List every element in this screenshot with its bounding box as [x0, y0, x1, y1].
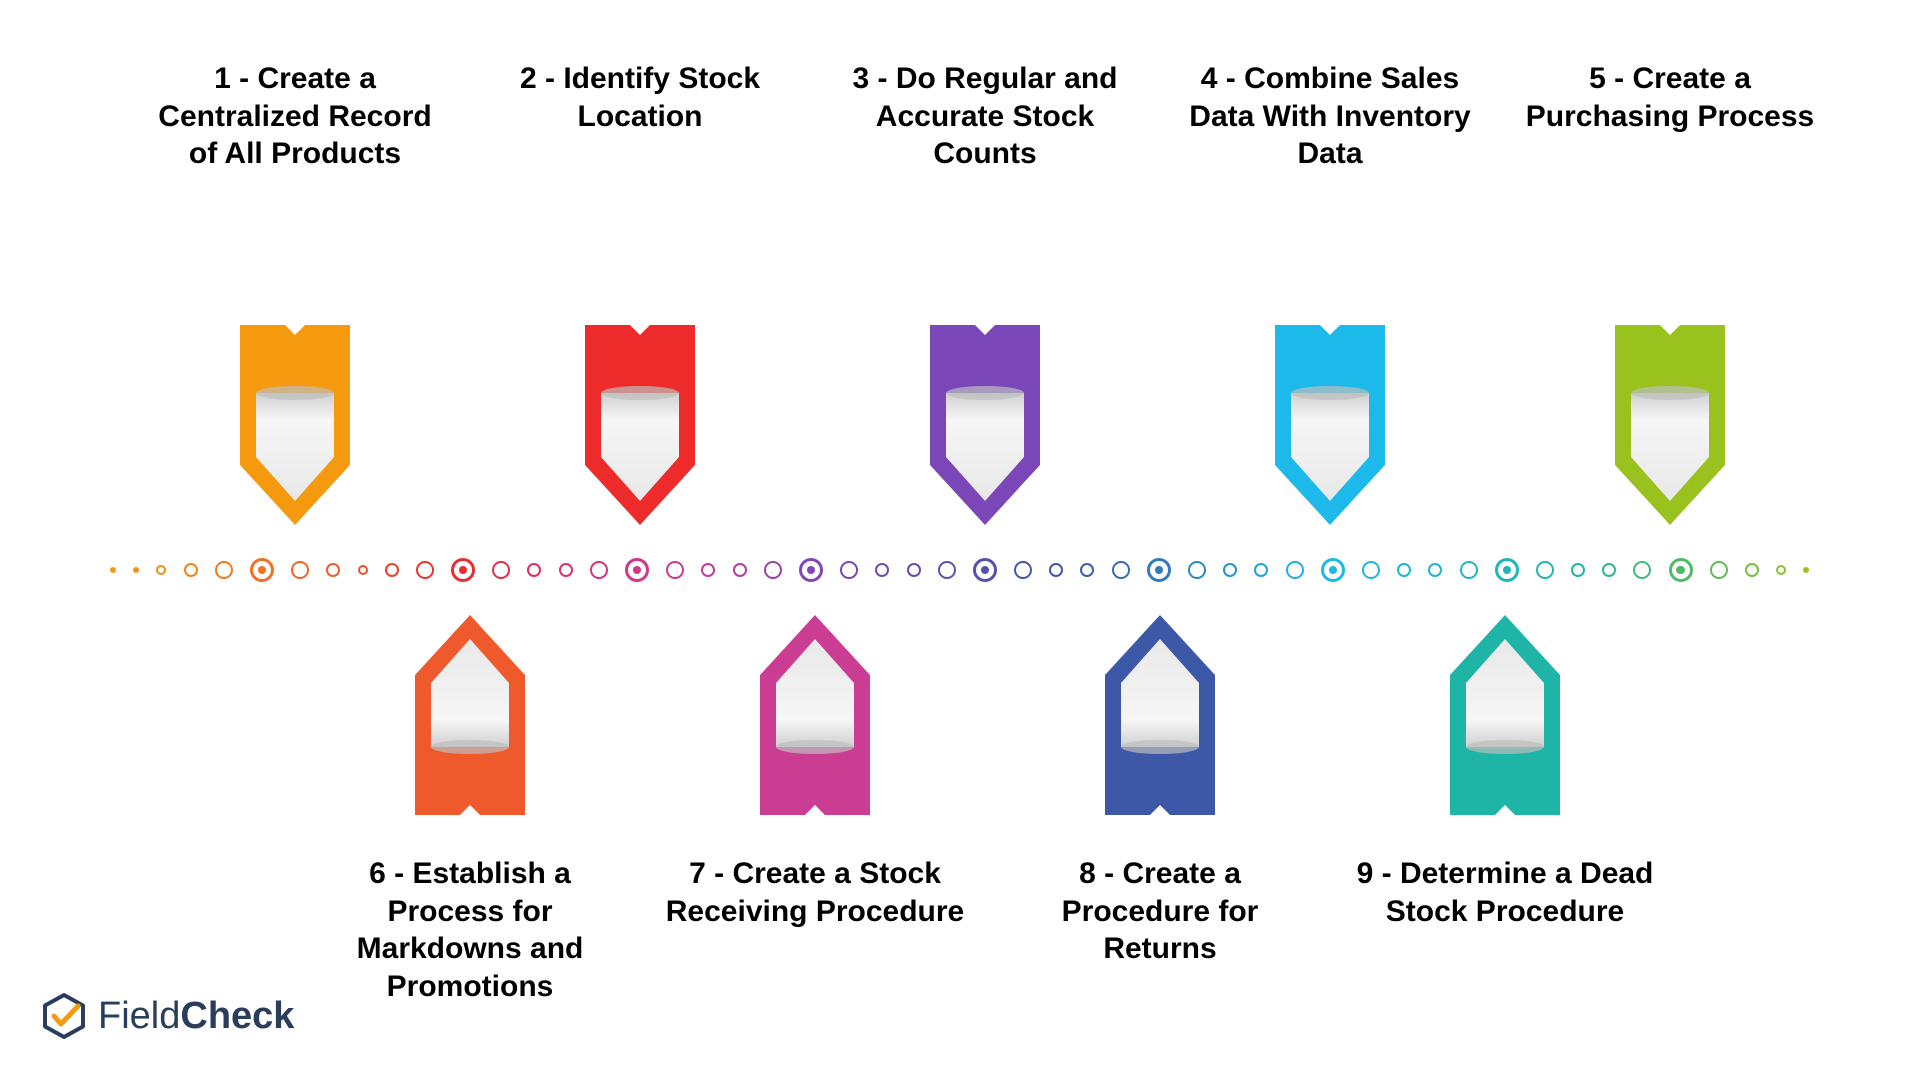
step-4-label: 4 - Combine Sales Data With Inventory Da…: [1180, 60, 1480, 173]
timeline-dot: [875, 563, 889, 577]
logo-text: FieldCheck: [98, 995, 294, 1038]
step-1-arrow-down-icon: [240, 325, 350, 525]
timeline-dot: [1223, 563, 1237, 577]
step-1-label: 1 - Create a Centralized Record of All P…: [145, 60, 445, 173]
timeline-dot: [326, 563, 340, 577]
timeline-dot: [1080, 563, 1094, 577]
step-3-label: 3 - Do Regular and Accurate Stock Counts: [835, 60, 1135, 173]
infographic-container: 1 - Create a Centralized Record of All P…: [0, 0, 1920, 1080]
step-2-arrow-down-icon: [585, 325, 695, 525]
timeline-dot: [1321, 558, 1345, 582]
timeline-dot: [1602, 563, 1616, 577]
timeline-dot: [250, 558, 274, 582]
timeline-dots: [0, 555, 1920, 585]
step-2-label: 2 - Identify Stock Location: [490, 60, 790, 135]
timeline-dot: [416, 561, 434, 579]
timeline-dot: [358, 565, 368, 575]
timeline-dot: [590, 561, 608, 579]
timeline-dot: [1112, 561, 1130, 579]
timeline-dot: [625, 558, 649, 582]
timeline-dot: [1188, 561, 1206, 579]
timeline-dot: [1571, 563, 1585, 577]
timeline-dot: [1776, 565, 1786, 575]
timeline-dot: [973, 558, 997, 582]
timeline-dot: [1495, 558, 1519, 582]
logo-hexagon-check-icon: [40, 992, 88, 1040]
timeline-dot: [1147, 558, 1171, 582]
step-6-label: 6 - Establish a Process for Markdowns an…: [320, 855, 620, 1005]
step-9-arrow-up-icon: [1450, 615, 1560, 815]
timeline-dot: [1803, 567, 1809, 573]
step-7-arrow-up-icon: [760, 615, 870, 815]
step-7-label: 7 - Create a Stock Receiving Procedure: [665, 855, 965, 930]
step-6-arrow-up-icon: [415, 615, 525, 815]
timeline-dot: [527, 563, 541, 577]
timeline-dot: [1397, 563, 1411, 577]
timeline-dot: [492, 561, 510, 579]
step-5-arrow-down-icon: [1615, 325, 1725, 525]
timeline-dot: [701, 563, 715, 577]
timeline-dot: [291, 561, 309, 579]
timeline-dot: [840, 561, 858, 579]
logo: FieldCheck: [40, 992, 294, 1040]
step-8-label: 8 - Create a Procedure for Returns: [1010, 855, 1310, 968]
timeline-dot: [1014, 561, 1032, 579]
logo-text-field: Field: [98, 995, 180, 1037]
step-5-label: 5 - Create a Purchasing Process: [1520, 60, 1820, 135]
step-8-arrow-up-icon: [1105, 615, 1215, 815]
timeline-dot: [1286, 561, 1304, 579]
timeline-dot: [799, 558, 823, 582]
timeline-dot: [1362, 561, 1380, 579]
timeline-dot: [733, 563, 747, 577]
step-3-arrow-down-icon: [930, 325, 1040, 525]
timeline-dot: [1745, 563, 1759, 577]
timeline-dot: [666, 561, 684, 579]
timeline-dot: [1428, 563, 1442, 577]
timeline-dot: [215, 561, 233, 579]
timeline-dot: [559, 563, 573, 577]
timeline-dot: [938, 561, 956, 579]
timeline-dot: [907, 563, 921, 577]
timeline-dot: [1536, 561, 1554, 579]
timeline-dot: [1669, 558, 1693, 582]
timeline-dot: [385, 563, 399, 577]
timeline-dot: [451, 558, 475, 582]
timeline-dot: [1633, 561, 1651, 579]
step-4-arrow-down-icon: [1275, 325, 1385, 525]
step-9-label: 9 - Determine a Dead Stock Procedure: [1355, 855, 1655, 930]
timeline-dot: [110, 567, 116, 573]
timeline-dot: [1254, 563, 1268, 577]
logo-text-check: Check: [180, 995, 294, 1037]
timeline-dot: [156, 565, 166, 575]
timeline-dot: [133, 567, 139, 573]
timeline-dot: [1710, 561, 1728, 579]
timeline-dot: [1049, 563, 1063, 577]
timeline-dot: [184, 563, 198, 577]
timeline-dot: [764, 561, 782, 579]
timeline-dot: [1460, 561, 1478, 579]
